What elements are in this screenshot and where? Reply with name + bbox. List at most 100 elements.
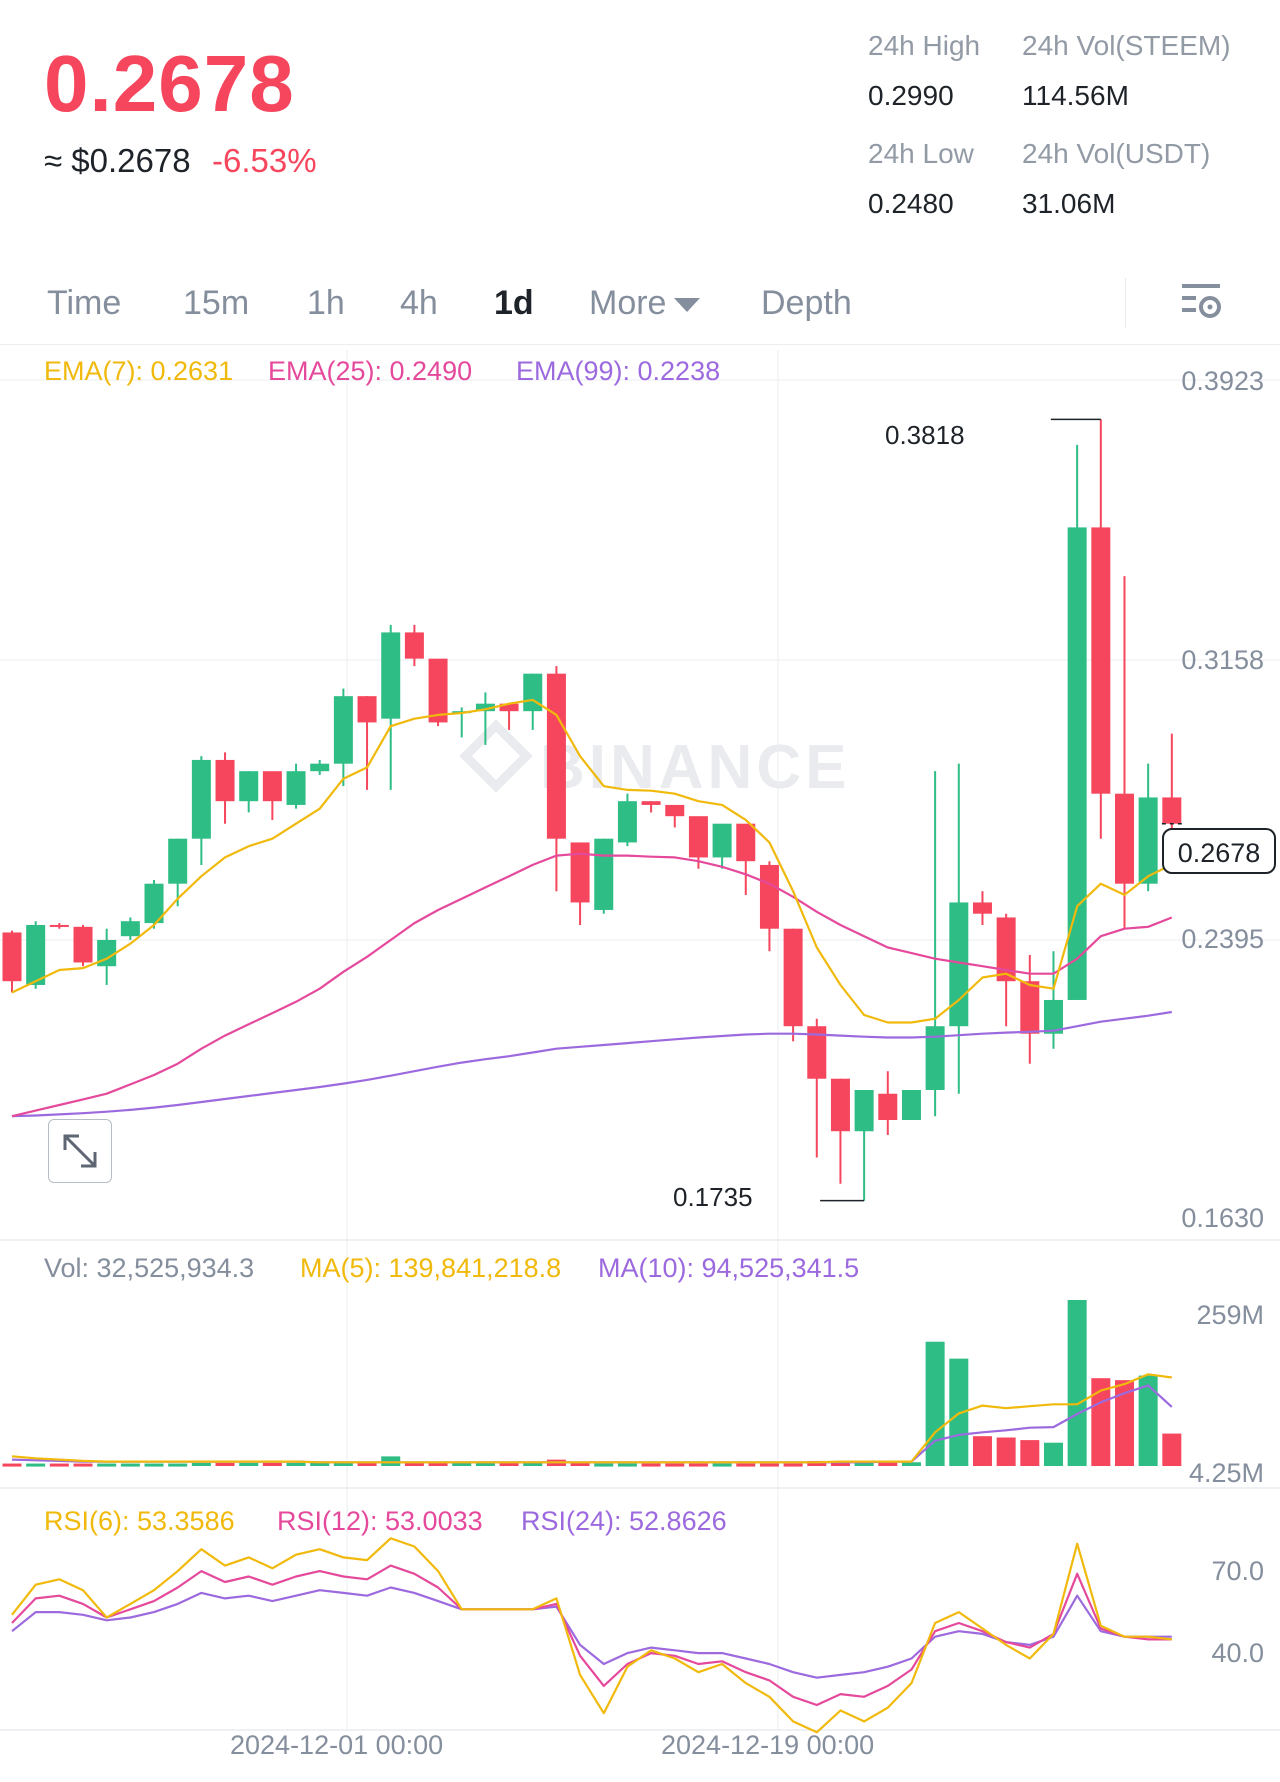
chart-settings-icon[interactable] <box>1180 280 1224 324</box>
period-high-label: 0.3818 <box>885 420 965 450</box>
volume-bar <box>1138 1375 1158 1466</box>
candle-body <box>310 763 330 772</box>
candle-body <box>49 924 69 927</box>
candle-body <box>641 801 661 805</box>
candle-body <box>996 917 1016 982</box>
volume-axis-label: 4.25M <box>1188 1458 1264 1488</box>
volume-bar <box>1043 1442 1063 1466</box>
high-24h-label: 24h High <box>868 30 981 61</box>
candle-body <box>499 703 519 712</box>
candle-body <box>1138 797 1158 884</box>
price-axis-label: 0.1630 <box>1181 1203 1264 1233</box>
candle-body <box>759 864 779 929</box>
vol-quote-24h-value: 31.06M <box>1022 188 1116 219</box>
candle-body <box>1067 527 1087 1000</box>
candle-body <box>215 759 235 802</box>
high-24h-value: 0.2990 <box>868 80 954 111</box>
candle-body <box>357 696 377 723</box>
volume-bar <box>333 1462 353 1466</box>
candle-body <box>428 658 448 723</box>
ema7-line <box>11 698 1173 1024</box>
ema99-line <box>11 1010 1172 1118</box>
rsi12-legend: RSI(12): 53.0033 <box>277 1506 483 1536</box>
volume-bar <box>854 1460 874 1466</box>
volume-bar <box>830 1460 850 1466</box>
candle-body <box>73 926 93 963</box>
volume-bar <box>688 1463 708 1467</box>
current-price-tag[interactable]: 0.2678 <box>1162 828 1276 874</box>
volume-bar <box>665 1463 685 1467</box>
candle-body <box>712 823 732 858</box>
ema7-legend: EMA(7): 0.2631 <box>44 356 234 386</box>
ema25-line <box>11 852 1173 1118</box>
volume-bar <box>239 1462 259 1466</box>
volume-bar <box>712 1463 732 1467</box>
price-axis-label: 0.3923 <box>1181 366 1264 396</box>
volume-bar <box>452 1462 472 1466</box>
volume-bar <box>120 1463 140 1467</box>
volume-bar <box>1162 1433 1182 1466</box>
tab-1h[interactable]: 1h <box>307 284 345 322</box>
volume-bar <box>49 1463 69 1467</box>
candle-body <box>26 924 46 985</box>
volume-bar <box>26 1463 46 1467</box>
candle-body <box>191 759 211 839</box>
vol-quote-24h-label: 24h Vol(USDT) <box>1022 138 1211 169</box>
candle-body <box>1091 527 1111 794</box>
candle-body <box>120 921 140 937</box>
fullscreen-button[interactable] <box>48 1119 112 1183</box>
volume-bar <box>215 1462 235 1466</box>
tab-more[interactable]: More <box>589 284 701 323</box>
candle-body <box>807 1026 827 1079</box>
tab-time[interactable]: Time <box>47 284 122 322</box>
volume-bar <box>404 1462 424 1466</box>
volume-bar <box>144 1463 164 1467</box>
candle-body <box>854 1089 874 1132</box>
candle-body <box>286 771 306 805</box>
volume-bar <box>972 1436 992 1466</box>
volume-bar <box>97 1463 117 1467</box>
volume-bar <box>736 1463 756 1467</box>
rsi-axis-label: 40.0 <box>1211 1638 1264 1668</box>
candle-body <box>239 771 259 802</box>
period-low-label: 0.1735 <box>673 1182 753 1212</box>
low-24h-label: 24h Low <box>868 138 974 169</box>
rsi6-legend: RSI(6): 53.3586 <box>44 1506 235 1536</box>
volume-bar <box>641 1463 661 1467</box>
tab-1d[interactable]: 1d <box>494 284 534 322</box>
volume-bar <box>759 1463 779 1467</box>
price-axis-label: 0.2395 <box>1181 924 1264 954</box>
volume-bar <box>807 1460 827 1466</box>
chart-top-divider <box>0 344 1280 345</box>
volume-bar <box>594 1463 614 1467</box>
rsi24-line <box>11 1586 1172 1679</box>
candle-body <box>546 673 566 839</box>
rsi6-line <box>11 1537 1172 1734</box>
tab-depth[interactable]: Depth <box>761 284 852 322</box>
candle-body <box>570 842 590 903</box>
volume-bar <box>996 1437 1016 1466</box>
candle-body <box>594 838 614 910</box>
tab-15m[interactable]: 15m <box>183 284 250 322</box>
ema25-legend: EMA(25): 0.2490 <box>268 356 473 386</box>
time-axis-label: 2024-12-01 00:00 <box>230 1730 444 1760</box>
volume-bar <box>310 1462 330 1466</box>
tab-4h[interactable]: 4h <box>400 284 438 322</box>
candle-body <box>333 696 353 764</box>
candle-body <box>878 1093 898 1120</box>
fiat-price: ≈ $0.2678 <box>44 142 191 179</box>
volume-bar <box>570 1461 590 1466</box>
vol-ma5-legend: MA(5): 139,841,218.8 <box>300 1253 562 1283</box>
candle-body <box>1114 793 1134 884</box>
volume-bar <box>499 1462 519 1466</box>
volume-bar <box>381 1456 401 1466</box>
candle-body <box>830 1078 850 1132</box>
volume-bar <box>523 1462 543 1466</box>
volume-bar <box>925 1341 945 1466</box>
volume-bar <box>1020 1440 1040 1466</box>
volume-bar <box>262 1462 282 1466</box>
candle-body <box>1043 999 1063 1034</box>
rsi12-line <box>11 1564 1172 1707</box>
price-change-percent: -6.53% <box>212 142 317 179</box>
